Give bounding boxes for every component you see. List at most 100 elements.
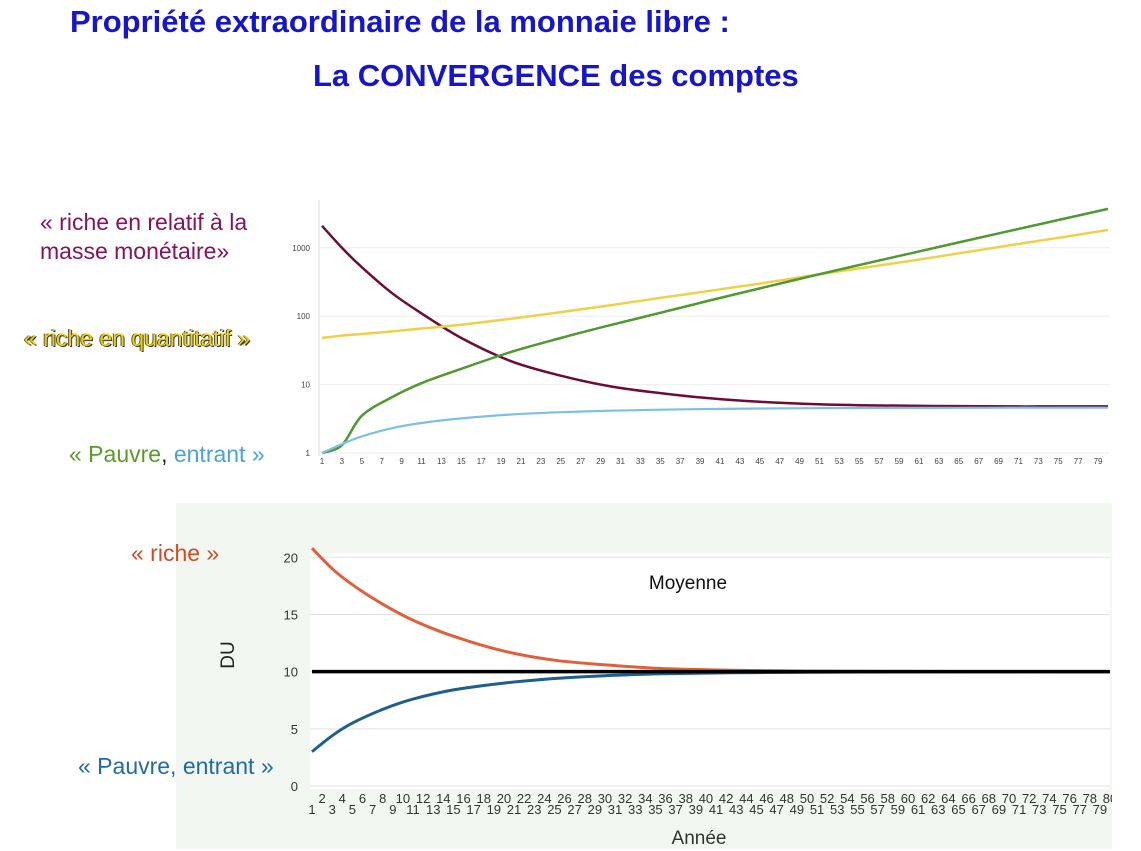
x-tick-label: 48	[780, 791, 794, 806]
x-tick-label: 46	[759, 791, 773, 806]
x-tick-label: 71	[1012, 802, 1026, 817]
x-tick-label: 43	[735, 457, 744, 466]
x-tick-label: 77	[1072, 802, 1086, 817]
x-tick-label: 64	[941, 791, 955, 806]
x-tick-label: 22	[517, 791, 531, 806]
x-tick-label: 54	[840, 791, 854, 806]
x-tick-label: 57	[875, 457, 884, 466]
y-tick-label: 5	[291, 722, 298, 737]
x-tick-label: 30	[598, 791, 612, 806]
x-tick-label: 13	[437, 457, 446, 466]
x-tick-label: 47	[769, 802, 783, 817]
x-tick-label: 4	[339, 791, 346, 806]
label-poor-entering-bottom: « Pauvre, entrant »	[78, 753, 274, 779]
y-tick-label: 100	[297, 312, 311, 321]
x-tick-label: 63	[934, 457, 943, 466]
x-tick-label: 49	[795, 457, 804, 466]
x-tick-label: 60	[901, 791, 915, 806]
y-tick-label: 15	[284, 607, 298, 622]
x-tick-label: 28	[577, 791, 591, 806]
y-tick-label: 0	[291, 779, 298, 794]
x-tick-label: 79	[1094, 457, 1103, 466]
x-tick-label: 19	[487, 802, 501, 817]
x-tick-label: 16	[456, 791, 470, 806]
x-tick-label: 56	[860, 791, 874, 806]
x-tick-label: 33	[636, 457, 645, 466]
x-tick-label: 5	[360, 457, 365, 466]
x-tick-label: 3	[340, 457, 345, 466]
x-tick-label: 66	[961, 791, 975, 806]
x-tick-label: 53	[830, 802, 844, 817]
x-tick-label: 49	[790, 802, 804, 817]
y-tick-label: 1	[306, 449, 311, 458]
x-tick-label: 70	[1002, 791, 1016, 806]
x-tick-label: 44	[739, 791, 753, 806]
x-tick-label: 15	[457, 457, 466, 466]
x-tick-label: 59	[891, 802, 905, 817]
x-tick-label: 68	[982, 791, 996, 806]
x-tick-label: 11	[417, 457, 426, 466]
x-tick-label: 29	[596, 457, 605, 466]
x-tick-label: 67	[971, 802, 985, 817]
x-tick-label: 69	[994, 457, 1003, 466]
x-tick-label: 78	[1083, 791, 1097, 806]
x-tick-label: 8	[379, 791, 386, 806]
x-tick-label: 80	[1103, 791, 1112, 806]
x-tick-label: 20	[497, 791, 511, 806]
x-tick-label: 72	[1022, 791, 1036, 806]
x-tick-label: 31	[616, 457, 625, 466]
y-tick-label: 10	[284, 665, 298, 680]
y-tick-label: 1000	[292, 244, 310, 253]
x-tick-label: 37	[668, 802, 682, 817]
y-tick-label: 10	[301, 381, 310, 390]
x-tick-label: 33	[628, 802, 642, 817]
slide-title-line2: La CONVERGENCE des comptes	[313, 58, 799, 93]
x-tick-label: 61	[911, 802, 925, 817]
mean-annotation: Moyenne	[649, 573, 727, 594]
x-tick-label: 18	[476, 791, 490, 806]
x-tick-label: 1	[320, 457, 325, 466]
x-tick-label: 40	[699, 791, 713, 806]
x-tick-label: 47	[775, 457, 784, 466]
x-tick-label: 77	[1074, 457, 1083, 466]
x-tick-label: 57	[870, 802, 884, 817]
x-tick-label: 32	[618, 791, 632, 806]
x-tick-label: 37	[676, 457, 685, 466]
x-tick-label: 61	[915, 457, 924, 466]
x-tick-label: 5	[349, 802, 356, 817]
label-rich-relative-1: « riche en relatif à la	[40, 209, 248, 235]
x-tick-label: 23	[536, 457, 545, 466]
x-tick-label: 75	[1054, 457, 1063, 466]
x-tick-label: 7	[369, 802, 376, 817]
x-tick-label: 35	[656, 457, 665, 466]
x-tick-label: 35	[648, 802, 662, 817]
x-tick-label: 76	[1062, 791, 1076, 806]
x-tick-label: 17	[466, 802, 480, 817]
x-tick-label: 41	[709, 802, 723, 817]
x-tick-label: 36	[658, 791, 672, 806]
x-tick-label: 63	[931, 802, 945, 817]
x-tick-label: 29	[588, 802, 602, 817]
label-rich-relative-2: masse monétaire»	[40, 238, 230, 264]
y-tick-label: 20	[284, 550, 298, 565]
x-tick-label: 12	[416, 791, 430, 806]
y-axis-label: DU	[218, 641, 239, 668]
x-tick-label: 45	[755, 457, 764, 466]
x-tick-label: 26	[557, 791, 571, 806]
x-tick-label: 73	[1034, 457, 1043, 466]
x-tick-label: 21	[517, 457, 526, 466]
x-tick-label: 74	[1042, 791, 1056, 806]
series-line-purple	[321, 224, 1108, 408]
x-tick-label: 79	[1093, 802, 1107, 817]
label-poor-entering-top: « Pauvre, entrant »	[69, 440, 265, 469]
x-tick-label: 1	[308, 802, 315, 817]
x-tick-label: 45	[749, 802, 763, 817]
label-comma: ,	[161, 441, 168, 467]
x-tick-label: 9	[389, 802, 396, 817]
slide-title-line1: Propriété extraordinaire de la monnaie l…	[70, 4, 730, 39]
x-tick-label: 3	[329, 802, 336, 817]
x-tick-label: 71	[1014, 457, 1023, 466]
x-tick-label: 19	[497, 457, 506, 466]
x-tick-label: 55	[850, 802, 864, 817]
